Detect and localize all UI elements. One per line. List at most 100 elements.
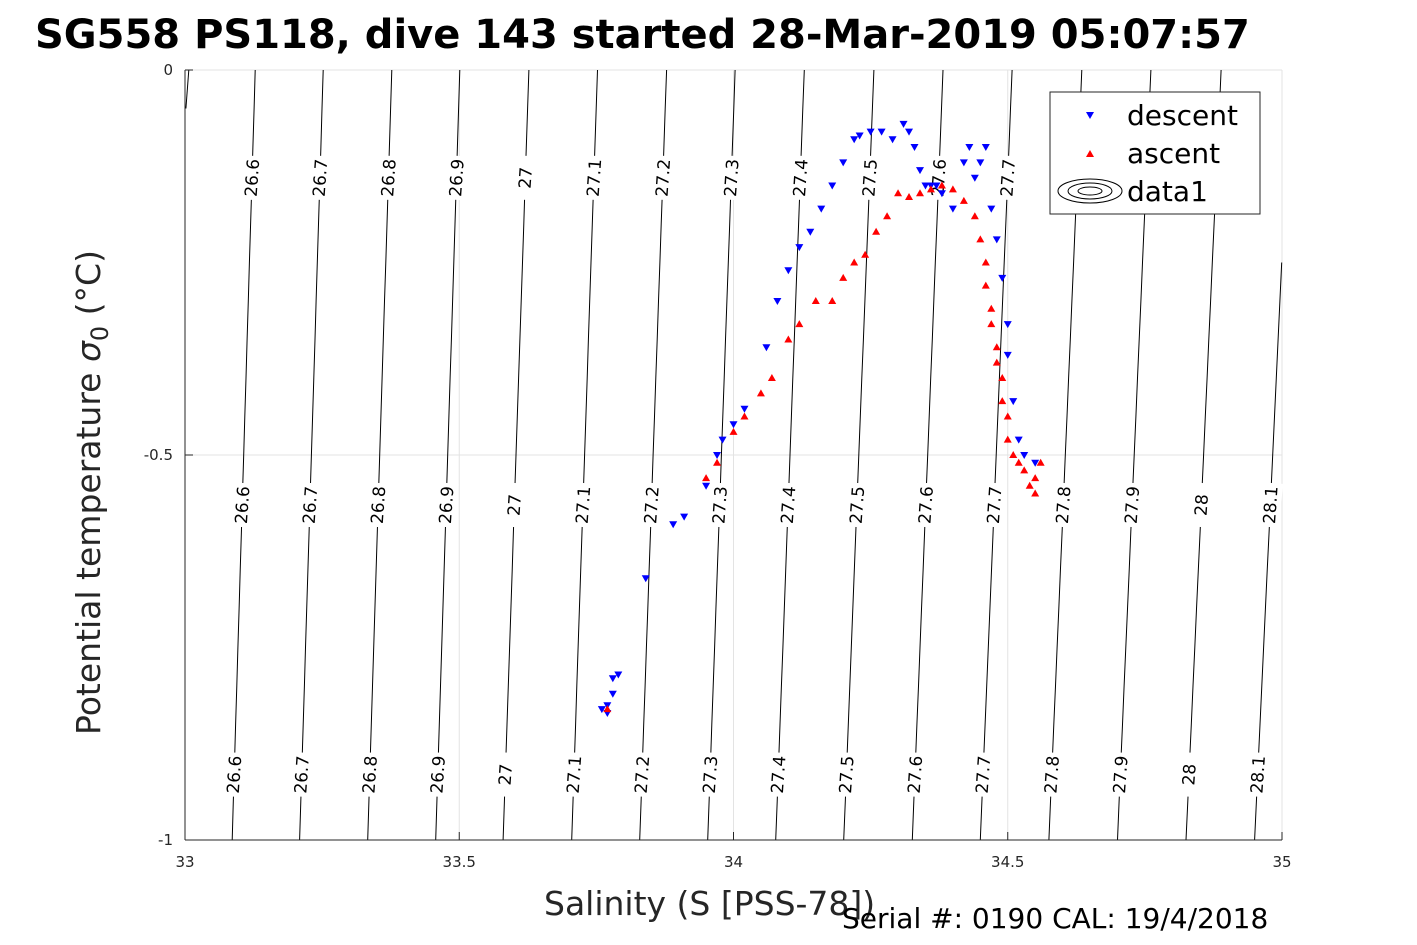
contour-label: 27.1 [573,485,596,524]
contour-label-group: 27.3 [718,155,744,201]
contour-label-group: 27.3 [707,482,733,528]
contour-label: 27.6 [905,755,928,794]
contour-label-bg [221,751,247,798]
descent-point [915,167,924,175]
legend-box [1049,91,1261,215]
ascent-point [828,297,837,304]
contour-label-group: 26.7 [297,482,323,528]
descent-point [614,671,623,679]
contour-label-bg [365,482,391,528]
descent-point [850,136,859,144]
ascent-point [603,705,612,713]
contour-label-group: 26.6 [221,751,247,798]
x-axis-label: Salinity (S [PSS-78]) [544,884,875,923]
contour-label-group: 27.7 [995,155,1021,201]
contour-label-bg [970,751,996,798]
contour-label-group: 27 [492,751,518,798]
ascent-point [1036,458,1045,466]
contour-label: 26.6 [232,485,255,524]
contour-label-bg [981,482,1007,528]
contour-label: 27.1 [564,755,587,794]
x-tick-label: 34.5 [991,853,1024,871]
descent-point [855,132,864,140]
contour-label-group: 27.8 [1050,482,1076,528]
contour-label-group: 27.7 [981,482,1007,528]
descent-point [669,521,678,529]
contour-label-bg [787,155,813,201]
contour-label: 26.9 [446,158,469,197]
y-tick-label: 0 [163,61,173,79]
contour-label-bg [902,751,928,798]
chart-title: SG558 PS118, dive 143 started 28-Mar-201… [35,12,1250,58]
contour-label-bg [1245,751,1271,798]
ascent-point [981,281,990,289]
descent-point [718,436,727,444]
contour-label-bg [425,751,451,798]
contour-label-group: 27.6 [926,155,952,201]
contour-label-group: 27.4 [787,155,813,201]
ascent-point [1031,474,1040,482]
ascent-point [992,358,1001,366]
contour-label: 26.7 [291,755,314,794]
descent-point [959,159,968,167]
descent-point [1003,321,1012,329]
contour-label: 27.4 [778,485,801,524]
y-tick-label: -1 [158,831,173,849]
y-axis-label-subscript: 0 [86,326,114,341]
contour-label: 27 [516,166,537,189]
contour-label: 27.1 [584,158,607,197]
contour-label-bg [307,155,333,201]
contour-label-bg [1119,482,1145,528]
ascent-point [1003,412,1012,420]
contour-label: 28.1 [1260,485,1283,524]
y-axis-label: Potential temperature σ0 (°C) [69,250,114,735]
contour-label: 26.7 [310,158,333,197]
descent-point [839,159,848,167]
contour-label-group: 27.9 [1107,751,1133,798]
descent-point [1031,459,1040,467]
contour-label-bg [229,482,255,528]
contour-label-group: 26.6 [229,482,255,528]
descent-point [921,182,930,190]
ascent-point [1031,489,1040,497]
descent-point [866,128,875,136]
contour-label-group: 27.9 [1119,482,1145,528]
ascent-point [795,320,804,328]
legend-ascent-marker [1086,150,1094,157]
contour-label: 26.6 [242,158,265,197]
ascent-point [839,273,848,281]
descent-point [998,274,1007,282]
ascent-point [998,374,1007,381]
descent-point [641,575,650,583]
contour-label-bg [289,751,315,798]
contour-label: 27.4 [768,755,791,794]
descent-point [1003,351,1012,359]
contour-label: 26.9 [427,755,450,794]
contour-label-group: 28.1 [1245,751,1271,798]
contour-label: 27.8 [1053,485,1076,524]
descent-point [597,706,606,714]
contour-label-group: 27.5 [833,751,859,798]
contour-label-bg [1257,482,1283,528]
contour-label-group: 27.3 [697,751,723,798]
descent-point [1020,452,1029,459]
descent-point [817,205,826,213]
contour-label: 27.5 [859,158,882,197]
contour-label-group: 28 [1188,482,1214,528]
ascent-point [894,189,903,197]
contour-label-bg [844,482,870,528]
legend-contour-icon [1057,178,1123,204]
contour-label-group: 27.1 [570,482,596,528]
ascent-point [740,412,749,420]
descent-point [713,452,722,459]
ascent-point [850,258,859,266]
contour-label: 27.3 [700,755,723,794]
contour-label-group: 27.8 [1039,751,1065,798]
contour-label-group: 27.5 [857,155,883,201]
contour-label-group: 27.2 [650,155,676,201]
x-tick-label: 34 [724,853,743,871]
contour-label-bg [239,155,265,201]
descent-point [981,144,990,151]
contour-label-bg [1050,482,1076,528]
